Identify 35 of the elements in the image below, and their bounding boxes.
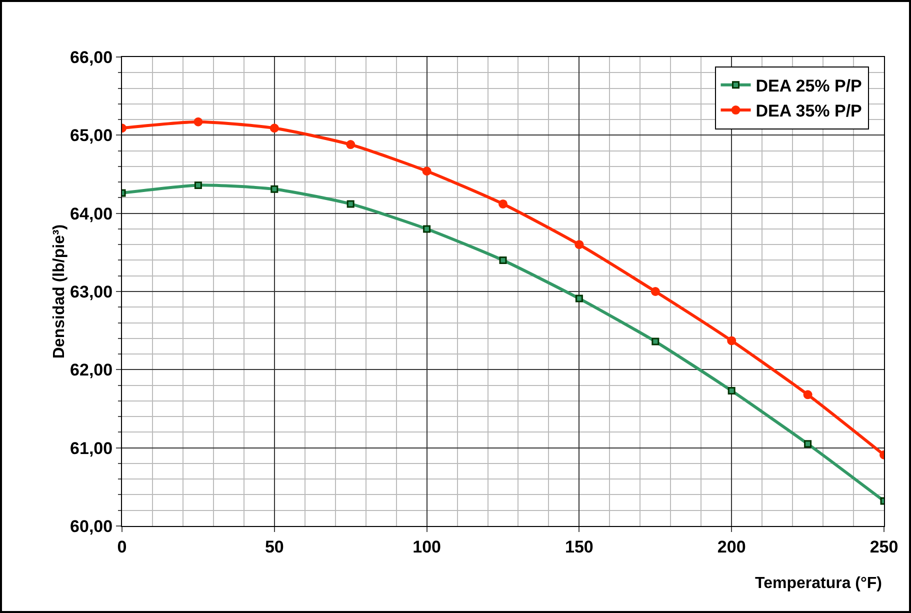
- x-tick-label: 50: [264, 537, 284, 556]
- point: [422, 166, 432, 176]
- y-tick-label: 66,00: [70, 48, 113, 67]
- point: [727, 336, 736, 346]
- legend-label: DEA 25% P/P: [756, 76, 862, 96]
- y-tick-label: 63,00: [70, 282, 113, 302]
- point: [804, 440, 812, 448]
- point: [346, 140, 356, 150]
- point: [574, 240, 584, 250]
- point: [652, 338, 660, 346]
- y-tick-label: 61,00: [70, 438, 113, 458]
- y-tick-label: 65,00: [70, 126, 113, 146]
- x-axis-title: Temperatura (°F): [755, 575, 882, 592]
- point: [346, 200, 354, 208]
- legend-label: DEA 35% P/P: [756, 102, 862, 121]
- x-tick-label: 250: [870, 537, 898, 556]
- x-tick-label: 100: [412, 537, 441, 556]
- point: [728, 387, 736, 395]
- x-tick-label: 200: [717, 537, 746, 556]
- point: [499, 256, 507, 264]
- point: [194, 181, 202, 189]
- point: [423, 225, 431, 233]
- point: [270, 124, 279, 133]
- y-axis-title: Densidad (lb/pie³): [51, 224, 68, 359]
- point: [575, 294, 583, 302]
- x-tick-label: 150: [565, 537, 594, 556]
- point: [194, 117, 203, 126]
- x-tick-label: 0: [117, 537, 127, 556]
- point: [498, 199, 508, 208]
- point: [650, 287, 660, 296]
- point: [270, 185, 278, 193]
- y-tick-label: 64,00: [70, 204, 113, 224]
- point: [803, 390, 812, 400]
- y-tick-label: 60,00: [70, 516, 113, 536]
- y-tick-label: 62,00: [70, 360, 113, 380]
